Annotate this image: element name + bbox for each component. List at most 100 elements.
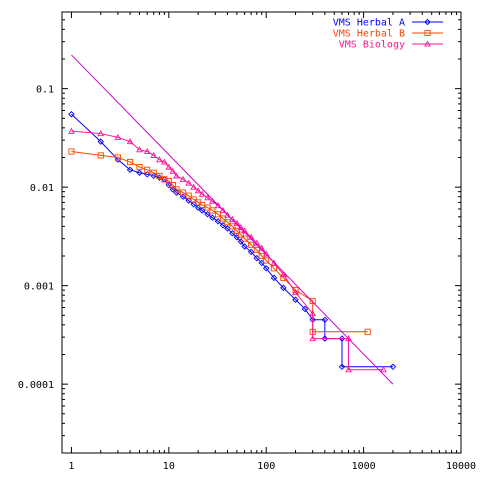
x-tick-label: 10 [163, 461, 175, 472]
data-point-vms-biology-32 [292, 289, 299, 296]
data-point-vms-herbal-b-4 [136, 163, 143, 171]
data-point-vms-herbal-b-5 [144, 166, 151, 173]
data-point-vms-herbal-a-36 [321, 335, 329, 342]
data-point-vms-biology-20 [219, 206, 227, 213]
legend-marker-vms-biology [424, 40, 431, 47]
data-point-vms-biology-30 [270, 259, 278, 266]
data-point-vms-herbal-a-32 [292, 296, 299, 303]
data-point-vms-biology-22 [229, 215, 236, 222]
data-point-vms-herbal-a-17 [204, 211, 211, 218]
data-point-vms-herbal-a-39 [389, 363, 397, 371]
data-point-vms-herbal-a-26 [247, 248, 255, 256]
data-point-vms-herbal-a-10 [169, 186, 177, 193]
data-point-vms-biology-6 [150, 151, 158, 158]
x-tick-label: 10000 [446, 461, 476, 472]
data-point-vms-herbal-a-3 [126, 166, 134, 174]
data-point-vms-biology-5 [143, 147, 151, 155]
series-line-reference [71, 54, 394, 385]
data-point-vms-biology-11 [173, 172, 180, 179]
data-point-vms-herbal-b-30 [270, 265, 277, 272]
y-tick-label: 0.01 [30, 183, 54, 194]
data-point-vms-biology-0 [68, 127, 75, 134]
data-point-vms-herbal-b-6 [150, 169, 157, 176]
series-vms-herbal-b [68, 148, 371, 335]
y-tick-label: 0.001 [24, 282, 54, 293]
legend-marker-vms-herbal-a [424, 18, 431, 26]
data-point-vms-biology-3 [126, 138, 134, 145]
data-point-vms-biology-12 [179, 175, 187, 182]
data-point-vms-herbal-b-13 [185, 192, 192, 199]
data-point-vms-biology-14 [190, 183, 198, 190]
ticks-layer: 1 10 100 1000 10000 0.1 0.01 0.001 0.0001 [18, 12, 476, 472]
data-point-vms-herbal-a-30 [270, 274, 278, 282]
data-point-vms-herbal-a-21 [224, 225, 231, 232]
data-point-vms-herbal-a-16 [198, 207, 206, 214]
data-point-vms-herbal-b-9 [165, 178, 172, 185]
data-point-vms-biology-1 [97, 130, 105, 137]
data-point-vms-herbal-b-2 [114, 154, 121, 161]
x-tick-label: 100 [257, 461, 275, 472]
data-point-vms-herbal-a-29 [262, 265, 270, 272]
data-point-vms-biology-31 [280, 270, 287, 277]
data-point-vms-herbal-a-13 [185, 197, 192, 204]
data-point-vms-herbal-a-25 [241, 243, 248, 250]
y-tick-label: 0.1 [36, 85, 54, 96]
data-point-vms-biology-21 [224, 211, 231, 218]
data-point-vms-herbal-b-26 [248, 241, 255, 248]
data-point-vms-biology-13 [185, 179, 193, 186]
data-point-vms-herbal-b-23 [233, 227, 240, 234]
data-point-vms-herbal-a-2 [114, 156, 122, 163]
legend-label-vms-herbal-b: VMS Herbal B [333, 29, 405, 40]
data-point-vms-herbal-b-22 [229, 223, 236, 230]
data-point-vms-herbal-a-27 [253, 254, 261, 262]
data-point-vms-herbal-b-7 [156, 172, 163, 179]
data-point-vms-herbal-a-35 [321, 316, 329, 324]
data-point-vms-biology-9 [165, 163, 173, 170]
data-point-vms-herbal-b-10 [169, 182, 176, 189]
data-point-vms-herbal-b-11 [173, 186, 180, 193]
data-point-vms-biology-37 [380, 366, 387, 373]
data-point-vms-herbal-a-0 [68, 110, 75, 118]
data-point-vms-herbal-b-33 [309, 297, 316, 304]
data-point-vms-biology-34 [309, 335, 317, 342]
data-point-vms-biology-36 [345, 366, 352, 373]
data-point-vms-herbal-a-24 [237, 238, 245, 245]
data-point-vms-biology-4 [136, 146, 143, 153]
data-point-vms-biology-33 [309, 310, 317, 317]
data-point-vms-herbal-b-21 [224, 219, 231, 226]
series-reference [71, 54, 394, 385]
data-point-vms-herbal-a-12 [179, 193, 187, 200]
data-point-vms-biology-15 [194, 187, 202, 194]
data-point-vms-biology-19 [214, 202, 222, 209]
data-point-vms-herbal-a-4 [136, 169, 143, 176]
series-layer [68, 54, 397, 385]
legend-marker-vms-herbal-b [424, 29, 431, 37]
data-point-vms-herbal-b-1 [97, 152, 104, 159]
data-point-vms-herbal-b-18 [209, 207, 216, 214]
data-point-vms-herbal-b-8 [161, 176, 168, 183]
data-point-vms-herbal-b-20 [219, 215, 227, 222]
x-tick-label: 1000 [352, 461, 376, 472]
data-point-vms-herbal-b-25 [241, 235, 248, 242]
data-point-vms-herbal-b-0 [68, 148, 75, 155]
data-point-vms-herbal-b-29 [263, 257, 270, 264]
legend-label-vms-biology: VMS Biology [339, 40, 405, 51]
data-point-vms-herbal-a-1 [97, 138, 104, 145]
data-point-vms-herbal-a-38 [338, 363, 346, 371]
y-tick-label: 0.0001 [18, 380, 54, 391]
data-point-vms-herbal-a-18 [209, 214, 216, 221]
data-point-vms-herbal-a-5 [143, 171, 151, 178]
data-point-vms-herbal-b-3 [127, 158, 134, 166]
data-point-vms-biology-35 [345, 335, 352, 342]
data-point-vms-biology-8 [161, 158, 168, 165]
data-point-vms-herbal-a-37 [338, 335, 346, 342]
data-point-vms-herbal-b-35 [364, 328, 371, 335]
data-point-vms-biology-2 [114, 133, 122, 140]
data-point-vms-herbal-b-19 [214, 211, 222, 218]
data-point-vms-biology-17 [204, 194, 211, 201]
x-tick-label: 1 [68, 461, 74, 472]
data-point-vms-biology-10 [169, 167, 177, 174]
data-point-vms-herbal-a-31 [280, 284, 287, 292]
data-point-vms-herbal-a-33 [301, 305, 309, 313]
